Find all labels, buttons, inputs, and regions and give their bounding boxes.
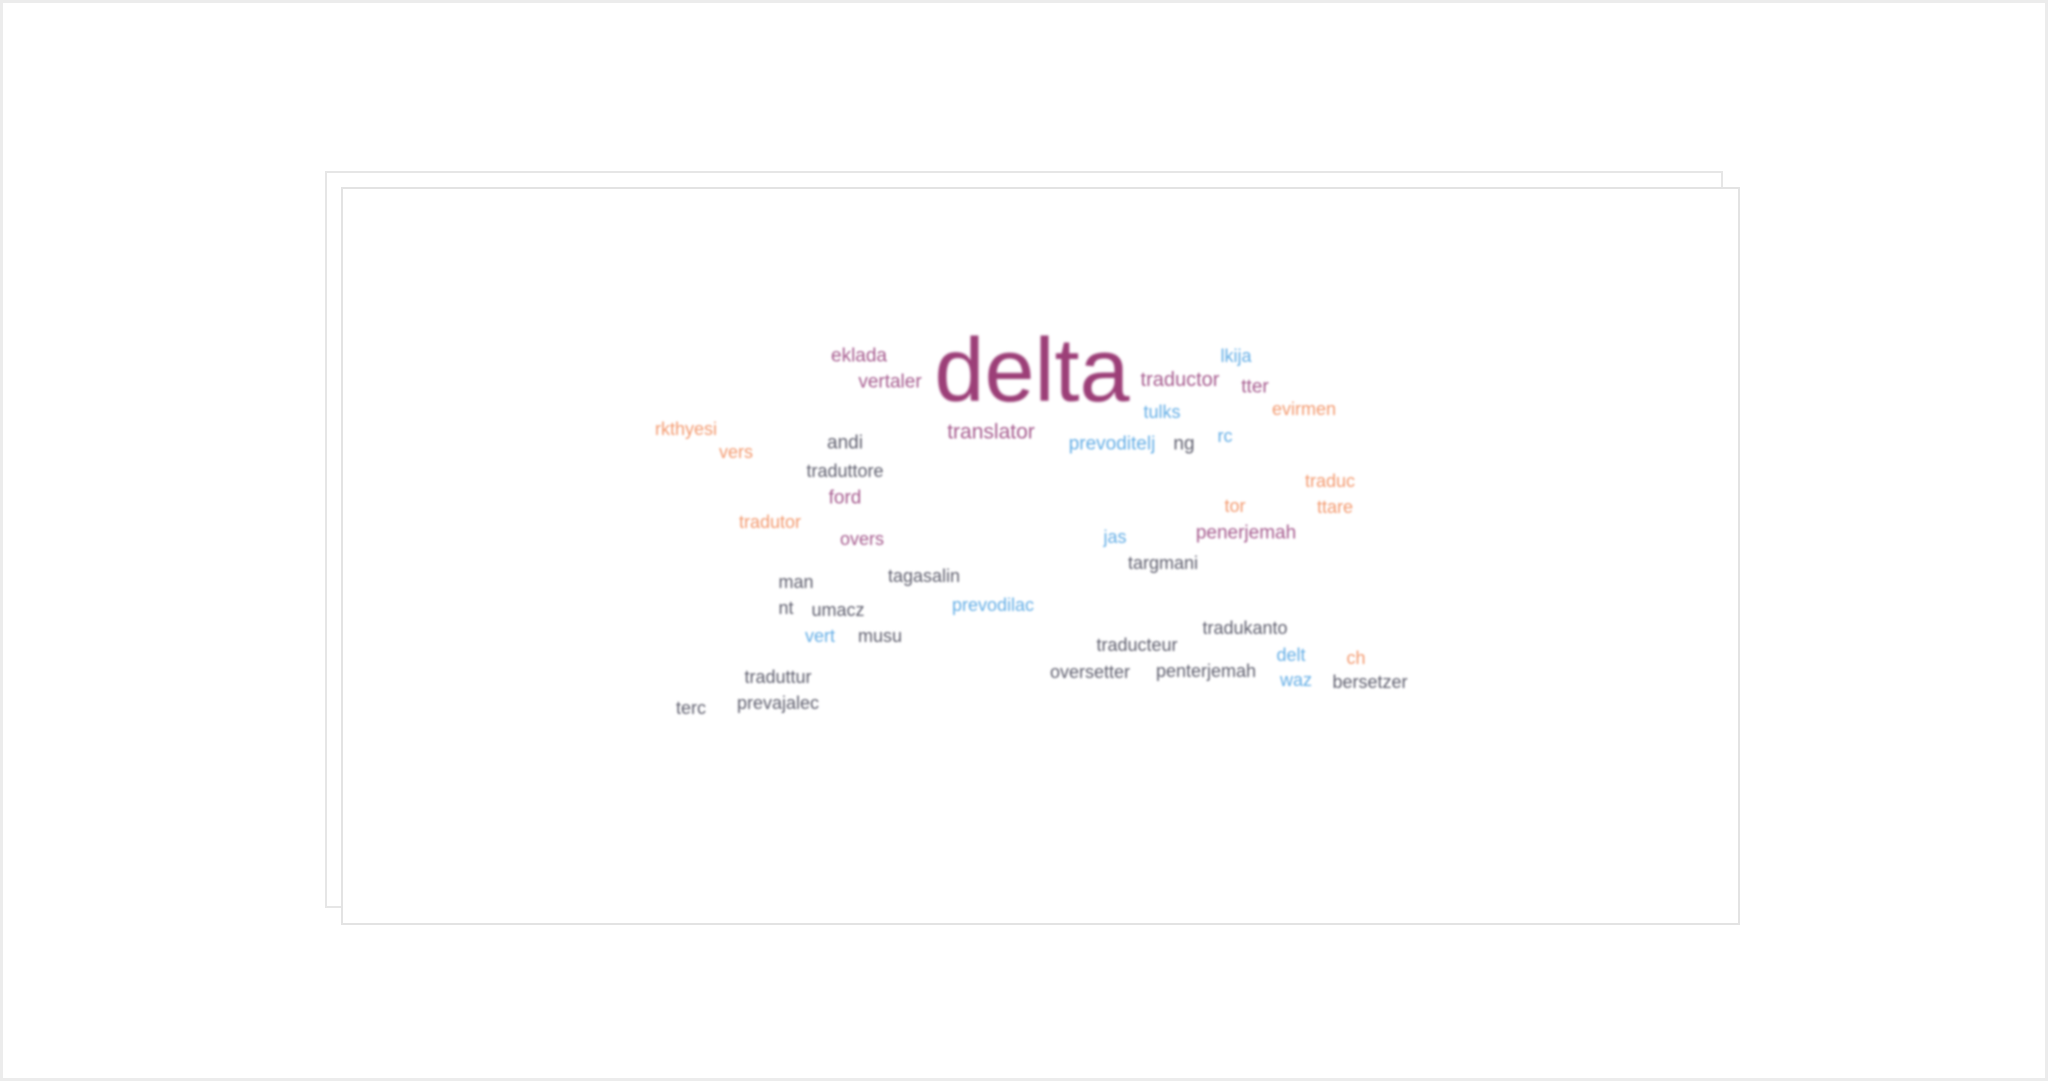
word: tter: [1241, 376, 1269, 398]
word: tradutor: [738, 512, 802, 532]
word: vertaler: [858, 371, 922, 393]
word: delta: [934, 321, 1130, 421]
word: ng: [1173, 433, 1195, 455]
word: man: [778, 572, 814, 592]
word: lkija: [1220, 346, 1252, 366]
word: evirmen: [1271, 399, 1337, 419]
word: translator: [947, 420, 1035, 444]
word: jas: [1103, 527, 1127, 547]
word: musu: [857, 626, 903, 646]
word: rkthyesi: [654, 419, 718, 439]
word: traducteur: [1096, 635, 1178, 655]
word: traduttore: [806, 461, 884, 481]
word: tor: [1224, 496, 1246, 516]
word: traduttur: [744, 667, 812, 687]
word: prevoditelj: [1068, 433, 1156, 455]
word: traduc: [1304, 471, 1356, 491]
word: targmani: [1127, 553, 1199, 573]
word: eklada: [831, 345, 887, 367]
word: umacz: [811, 600, 865, 620]
word: traductor: [1140, 369, 1220, 391]
word: waz: [1279, 670, 1313, 690]
word-cloud-card: [341, 187, 1740, 925]
word: tagasalin: [887, 566, 961, 586]
word: vert: [804, 626, 836, 646]
word: andi: [827, 432, 863, 454]
word: bersetzer: [1332, 672, 1408, 692]
word: delt: [1276, 645, 1306, 665]
word: prevajalec: [736, 693, 820, 713]
word: ttare: [1316, 497, 1354, 517]
word: tradukanto: [1202, 618, 1288, 638]
word: vers: [718, 442, 754, 462]
word: prevodilac: [951, 595, 1035, 615]
word: nt: [778, 598, 794, 618]
word: ford: [828, 487, 862, 509]
word: terc: [675, 698, 707, 718]
word: overs: [839, 529, 885, 549]
word: tulks: [1143, 402, 1181, 422]
word: ch: [1346, 648, 1366, 668]
word: penterjemah: [1155, 661, 1257, 681]
word: rc: [1217, 426, 1233, 446]
word: penerjemah: [1195, 522, 1297, 544]
word: oversetter: [1049, 662, 1131, 682]
